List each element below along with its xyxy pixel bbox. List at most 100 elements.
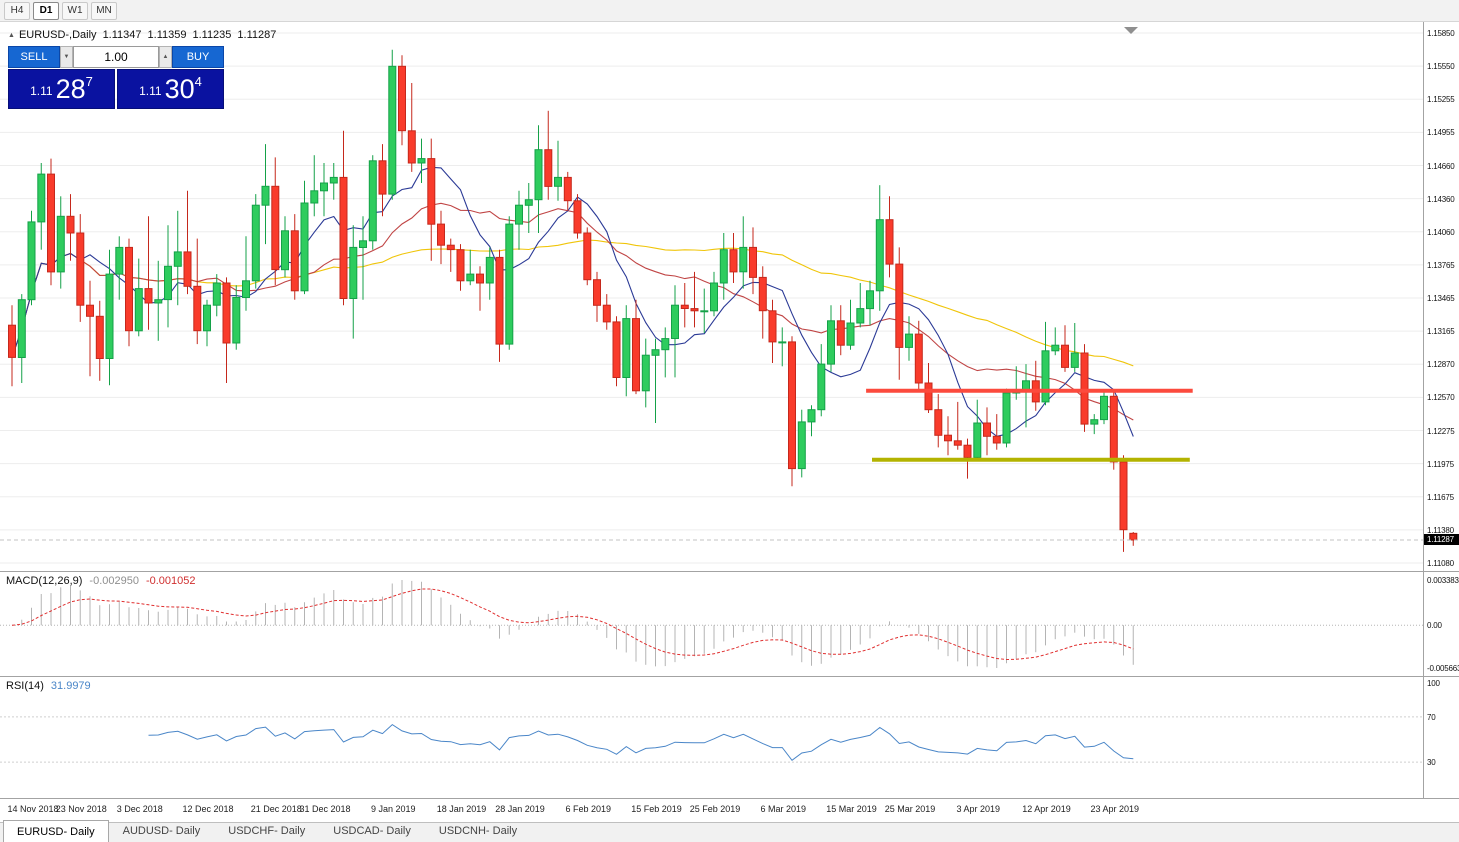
time-axis-label: 25 Feb 2019 [689, 804, 741, 814]
rsi-panel[interactable]: RSI(14) 31.9979 [0, 677, 1423, 798]
time-axis-label: 6 Mar 2019 [760, 804, 807, 814]
buy-button[interactable]: BUY [172, 46, 224, 68]
moving-averages-layer [11, 166, 1134, 437]
macd-panel[interactable]: MACD(12,26,9) -0.002950 -0.001052 [0, 572, 1423, 676]
price-axis-label: 1.15550 [1427, 62, 1455, 72]
panel-divider[interactable] [0, 676, 1459, 677]
price-axis-label: 1.15255 [1427, 95, 1455, 105]
chart-shift-marker-icon [1124, 27, 1138, 34]
price-axis-label: 1.12275 [1427, 426, 1455, 436]
time-axis-label: 12 Dec 2018 [182, 804, 234, 814]
chart-tab-4[interactable]: USDCAD- Daily [333, 824, 411, 837]
price-axis-label: 1.11380 [1427, 525, 1454, 535]
collapse-icon[interactable]: ▲ [8, 31, 15, 39]
ohlc-low: 1.11235 [192, 29, 232, 41]
chart-symbol-period: EURUSD-,Daily [18, 29, 97, 41]
rsi-canvas[interactable] [0, 677, 1423, 798]
price-scale[interactable]: 1.11287 1.15850 1.15550 1.15255 1.14955 1.14… [1424, 22, 1459, 571]
price-axis-label: 1.14360 [1427, 194, 1455, 204]
candles-layer [8, 49, 1138, 552]
rsi-line [148, 723, 1134, 761]
one-click-trading-panel: SELL ▼ ▲ BUY 1.11 28 7 1.11 30 4 [8, 46, 224, 109]
panel-divider [0, 798, 1459, 799]
timeframe-button-h4[interactable]: H4 [4, 1, 30, 20]
chart-tab-3[interactable]: USDCHF- Daily [228, 824, 306, 837]
sell-button[interactable]: SELL [8, 46, 60, 68]
sell-price-prefix: 1.11 [30, 84, 53, 98]
buy-price-big-digits: 30 [164, 74, 195, 104]
current-price-tag: 1.11287 [1424, 534, 1459, 545]
macd-canvas[interactable] [0, 572, 1423, 676]
price-axis-label: 1.11080 [1427, 559, 1454, 568]
sell-price-big-digits: 28 [55, 74, 86, 104]
ohlc-high: 1.11359 [147, 29, 187, 41]
time-axis-label: 15 Feb 2019 [631, 804, 682, 814]
chart-tab-bar: EURUSD- Daily AUDUSD- Daily USDCHF- Daily U… [0, 820, 1459, 842]
rsi-header: RSI(14) 31.9979 [6, 680, 91, 692]
rsi-level-100: 100 [1427, 679, 1440, 688]
chart-tab-2[interactable]: AUDUSD- Daily [122, 824, 201, 837]
sell-price-display[interactable]: 1.11 28 7 [8, 69, 115, 109]
rsi-scale[interactable]: 100 70 30 [1424, 677, 1459, 798]
price-axis-label: 1.13465 [1427, 294, 1455, 303]
chart-ohlc-header: ▲ EURUSD-,Daily 1.11347 1.11359 1.11235 … [8, 29, 276, 41]
time-axis-label: 31 Dec 2018 [299, 804, 351, 814]
ohlc-open: 1.11347 [102, 29, 142, 41]
volume-increase-icon[interactable]: ▲ [159, 46, 172, 68]
grid-layer [0, 32, 1423, 564]
ohlc-close: 1.11287 [237, 29, 277, 41]
price-axis-label: 1.11675 [1427, 492, 1454, 502]
timeframe-button-mn[interactable]: MN [91, 1, 117, 20]
rsi-label: RSI(14) [6, 680, 44, 692]
timeframe-toolbar: H4 D1 W1 MN [0, 0, 1459, 22]
time-axis-label: 3 Apr 2019 [956, 804, 1001, 814]
sell-price-pipette: 7 [85, 73, 93, 89]
price-axis-label: 1.14060 [1427, 227, 1455, 237]
timeframe-button-d1[interactable]: D1 [33, 1, 59, 20]
price-axis-label: 1.12570 [1427, 393, 1455, 403]
macd-axis-min: -0.005663 [1427, 664, 1459, 673]
volume-input[interactable] [73, 46, 159, 68]
buy-price-display[interactable]: 1.11 30 4 [117, 69, 224, 109]
time-axis-label: 18 Jan 2019 [436, 804, 487, 814]
macd-histogram-layer [21, 580, 1134, 668]
buy-price-prefix: 1.11 [139, 84, 162, 98]
time-axis-label: 6 Feb 2019 [565, 804, 612, 814]
rsi-level-30: 30 [1427, 758, 1436, 768]
time-axis-label: 9 Jan 2019 [370, 804, 416, 814]
buy-price-pipette: 4 [194, 73, 202, 89]
price-axis-label: 1.14955 [1427, 128, 1455, 138]
price-chart-panel[interactable]: ▲ EURUSD-,Daily 1.11347 1.11359 1.11235 … [0, 22, 1423, 571]
timeframe-buttons: H4 D1 W1 MN [4, 1, 120, 20]
macd-axis-zero: 0.00 [1427, 621, 1442, 631]
time-axis-label: 23 Nov 2018 [55, 804, 107, 814]
time-scale[interactable]: 14 Nov 2018 23 Nov 2018 3 Dec 2018 12 Dec 2… [0, 799, 1459, 821]
panel-divider[interactable] [0, 571, 1459, 572]
time-axis-label: 14 Nov 2018 [7, 804, 59, 814]
time-axis-label: 12 Apr 2019 [1022, 804, 1071, 814]
price-axis-label: 1.11975 [1427, 459, 1454, 469]
macd-header: MACD(12,26,9) -0.002950 -0.001052 [6, 575, 196, 587]
rsi-value: 31.9979 [50, 680, 91, 692]
chart-tab-5[interactable]: USDCNH- Daily [438, 824, 518, 837]
price-chart-canvas[interactable] [0, 22, 1423, 571]
price-axis-label: 1.15850 [1427, 29, 1455, 38]
time-axis-label: 28 Jan 2019 [495, 804, 545, 814]
time-axis-label: 15 Mar 2019 [826, 804, 877, 814]
macd-signal-line [11, 588, 1134, 661]
macd-signal-value: -0.001052 [145, 575, 196, 587]
timeframe-button-w1[interactable]: W1 [62, 1, 88, 20]
trendlines-layer [866, 388, 1193, 462]
time-axis-label: 23 Apr 2019 [1090, 804, 1140, 814]
macd-axis-max: 0.003383 [1427, 576, 1459, 585]
price-axis-label: 1.12870 [1427, 360, 1455, 370]
price-axis-label: 1.13765 [1427, 260, 1455, 270]
volume-decrease-icon[interactable]: ▼ [60, 46, 73, 68]
price-axis-label: 1.14660 [1427, 161, 1455, 171]
chart-tab-1[interactable]: EURUSD- Daily [3, 820, 109, 842]
macd-scale[interactable]: 0.003383 0.00 -0.005663 [1424, 572, 1459, 676]
time-axis-label: 21 Dec 2018 [250, 804, 302, 814]
macd-main-value: -0.002950 [89, 575, 139, 587]
rsi-level-70: 70 [1427, 712, 1436, 722]
